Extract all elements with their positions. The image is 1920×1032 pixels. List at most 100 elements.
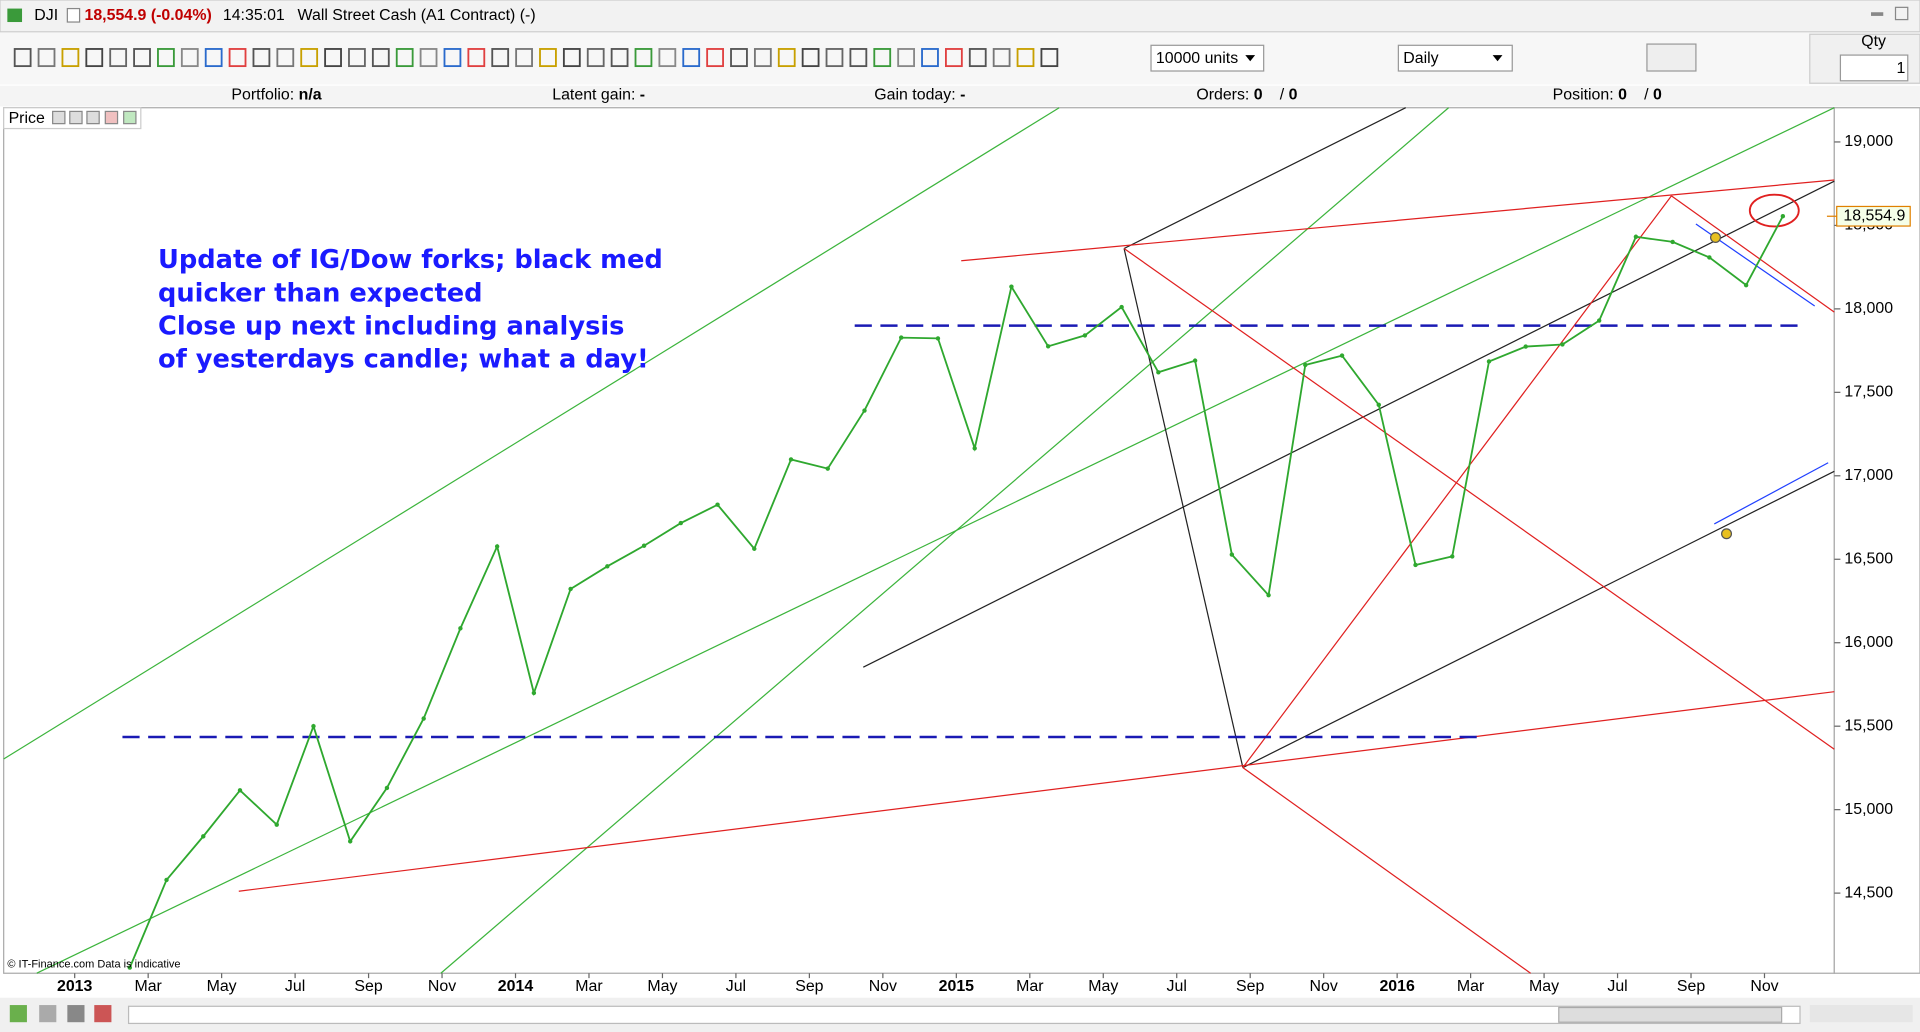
trend-line xyxy=(862,180,1835,668)
tool-button[interactable] xyxy=(491,48,510,68)
panel-button[interactable] xyxy=(123,110,137,125)
x-tick-label: Jul xyxy=(726,978,746,995)
price-point xyxy=(1707,255,1712,260)
panel-button[interactable] xyxy=(86,110,100,125)
tool-button[interactable] xyxy=(730,48,748,68)
tool-button[interactable] xyxy=(658,48,677,68)
tool-button[interactable] xyxy=(1016,48,1035,68)
price-point xyxy=(274,822,279,827)
scrollbar[interactable] xyxy=(127,1005,1801,1025)
panel-button[interactable] xyxy=(69,110,83,125)
price-point xyxy=(1156,370,1161,375)
units-dropdown[interactable] xyxy=(1150,44,1265,72)
tool-button[interactable] xyxy=(109,48,128,68)
alert-icon[interactable] xyxy=(1710,231,1722,244)
tool-button[interactable] xyxy=(9,1005,27,1023)
price-point xyxy=(1450,554,1455,559)
annotation: Close up next including analysis xyxy=(158,311,625,341)
tool-button[interactable] xyxy=(252,48,271,68)
tool-button[interactable] xyxy=(157,48,175,68)
tool-button[interactable] xyxy=(371,48,390,68)
tool-button[interactable] xyxy=(133,48,151,68)
tool-button[interactable] xyxy=(945,48,963,68)
info-sep: / xyxy=(1280,87,1289,104)
y-tick-label: 16,500 xyxy=(1844,550,1893,567)
price-point xyxy=(237,788,243,793)
tool-button[interactable] xyxy=(348,48,366,68)
qty-input[interactable] xyxy=(1839,54,1909,82)
info-value: 0 xyxy=(1618,87,1627,104)
tool-button[interactable] xyxy=(753,48,772,68)
tool-button[interactable] xyxy=(610,48,629,68)
trend-line xyxy=(1123,248,1835,750)
price-point xyxy=(788,457,794,462)
tool-button[interactable] xyxy=(921,48,939,68)
tool-button[interactable] xyxy=(67,1005,85,1023)
tool-button[interactable] xyxy=(825,48,844,68)
price-point xyxy=(127,965,132,970)
info-value: - xyxy=(960,87,965,104)
tool-button[interactable] xyxy=(706,48,724,68)
tool-button[interactable] xyxy=(634,48,653,68)
tool-button[interactable] xyxy=(849,48,868,68)
tool-button[interactable] xyxy=(467,48,486,68)
tool-button[interactable] xyxy=(419,48,438,68)
price-point xyxy=(348,839,353,844)
tool-button[interactable] xyxy=(562,48,581,68)
price-point xyxy=(678,520,684,526)
dropdown-arrow xyxy=(1492,55,1503,62)
tool-button[interactable] xyxy=(992,48,1011,68)
alert-icon[interactable] xyxy=(1721,528,1733,540)
x-tick-label: May xyxy=(1088,978,1118,995)
tool-button[interactable] xyxy=(897,48,915,68)
tool-button[interactable] xyxy=(61,48,80,68)
tool-button[interactable] xyxy=(443,48,462,68)
price-point xyxy=(825,466,830,471)
tool-button[interactable] xyxy=(968,48,987,68)
info-label: Position: xyxy=(1553,87,1614,104)
price-point xyxy=(1339,353,1345,358)
tool-button[interactable] xyxy=(228,48,247,68)
tool-button[interactable] xyxy=(37,48,56,68)
price-axis xyxy=(1833,107,1920,974)
scroll-thumb[interactable] xyxy=(1558,1006,1783,1023)
panel-button[interactable] xyxy=(52,110,66,125)
qty-value: 1 xyxy=(1896,60,1905,77)
price-point xyxy=(1192,358,1198,363)
tool-button[interactable] xyxy=(515,48,533,68)
tool-button[interactable] xyxy=(777,48,796,68)
tool-button[interactable] xyxy=(300,48,319,68)
tool-button[interactable] xyxy=(873,48,892,68)
tool-button[interactable] xyxy=(204,48,223,68)
info-icon xyxy=(66,7,81,23)
tool-button[interactable] xyxy=(586,48,605,68)
tool-button[interactable] xyxy=(395,48,414,68)
tool-button[interactable] xyxy=(13,48,32,68)
tool-button[interactable] xyxy=(94,1005,112,1023)
tool-button[interactable] xyxy=(39,1005,57,1023)
price-point xyxy=(421,716,426,721)
tool-button[interactable] xyxy=(1040,48,1059,68)
minimize-button[interactable] xyxy=(1871,12,1884,16)
maximize-button[interactable] xyxy=(1894,6,1909,21)
period-dropdown[interactable] xyxy=(1397,44,1513,72)
trend-line xyxy=(440,107,1449,974)
tool-button[interactable] xyxy=(324,48,342,68)
tool-button[interactable] xyxy=(180,48,199,68)
zoom-buttons[interactable] xyxy=(1809,1005,1913,1023)
tool-button[interactable] xyxy=(85,48,104,68)
drawings xyxy=(3,107,1835,974)
price-point xyxy=(935,336,941,341)
tool-button[interactable] xyxy=(682,48,701,68)
tool-button[interactable] xyxy=(276,48,295,68)
tool-button[interactable] xyxy=(539,48,557,68)
y-tick-label: 14,500 xyxy=(1844,884,1893,901)
price-point xyxy=(1670,239,1675,245)
chart-type-button[interactable] xyxy=(1646,43,1697,72)
symbol: DJI xyxy=(34,7,58,24)
price-point xyxy=(1560,342,1565,347)
qty-label: Qty xyxy=(1861,33,1886,50)
tool-button[interactable] xyxy=(801,48,820,68)
panel-button[interactable] xyxy=(104,110,119,125)
